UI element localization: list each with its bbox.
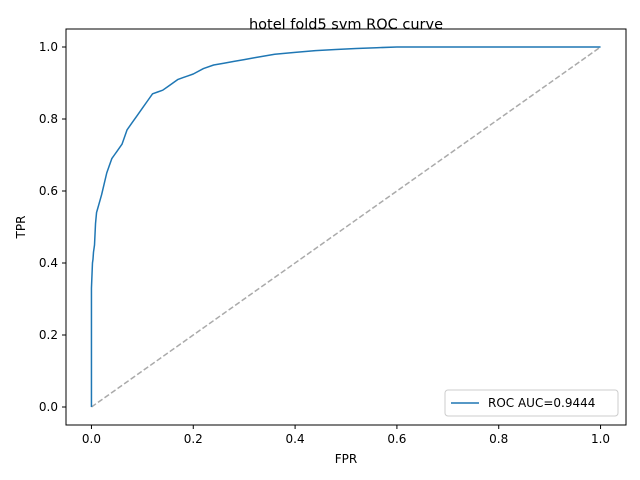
- x-tick-label: 1.0: [591, 432, 610, 446]
- legend: ROC AUC=0.9444: [444, 389, 619, 417]
- y-tick-label: 0.4: [39, 256, 58, 270]
- y-tick-label: 0.8: [39, 112, 58, 126]
- y-axis-ticks: 0.0 0.2 0.4 0.6 0.8 1.0: [39, 40, 66, 414]
- x-tick-label: 0.0: [82, 432, 101, 446]
- series-line-roc-curve: [90, 46, 601, 407]
- axes-frame: [65, 28, 627, 426]
- x-tick-label: 0.6: [387, 432, 406, 446]
- series-layer: [90, 46, 601, 408]
- x-tick-label: 0.2: [184, 432, 203, 446]
- x-tick-label: 0.8: [489, 432, 508, 446]
- plot-area: [65, 28, 627, 426]
- y-axis-label: TPR: [14, 216, 28, 240]
- x-axis-ticks: 0.0 0.2 0.4 0.6 0.8 1.0: [82, 425, 610, 446]
- x-axis-label: FPR: [335, 452, 357, 466]
- x-tick-label: 0.4: [286, 432, 305, 446]
- legend-roc-label: ROC AUC=0.9444: [488, 396, 595, 410]
- legend-box: [444, 389, 619, 417]
- y-tick-label: 0.0: [39, 400, 58, 414]
- y-tick-label: 1.0: [39, 40, 58, 54]
- y-tick-label: 0.6: [39, 184, 58, 198]
- y-tick-label: 0.2: [39, 328, 58, 342]
- chart-title: hotel fold5 svm ROC curve: [249, 17, 443, 33]
